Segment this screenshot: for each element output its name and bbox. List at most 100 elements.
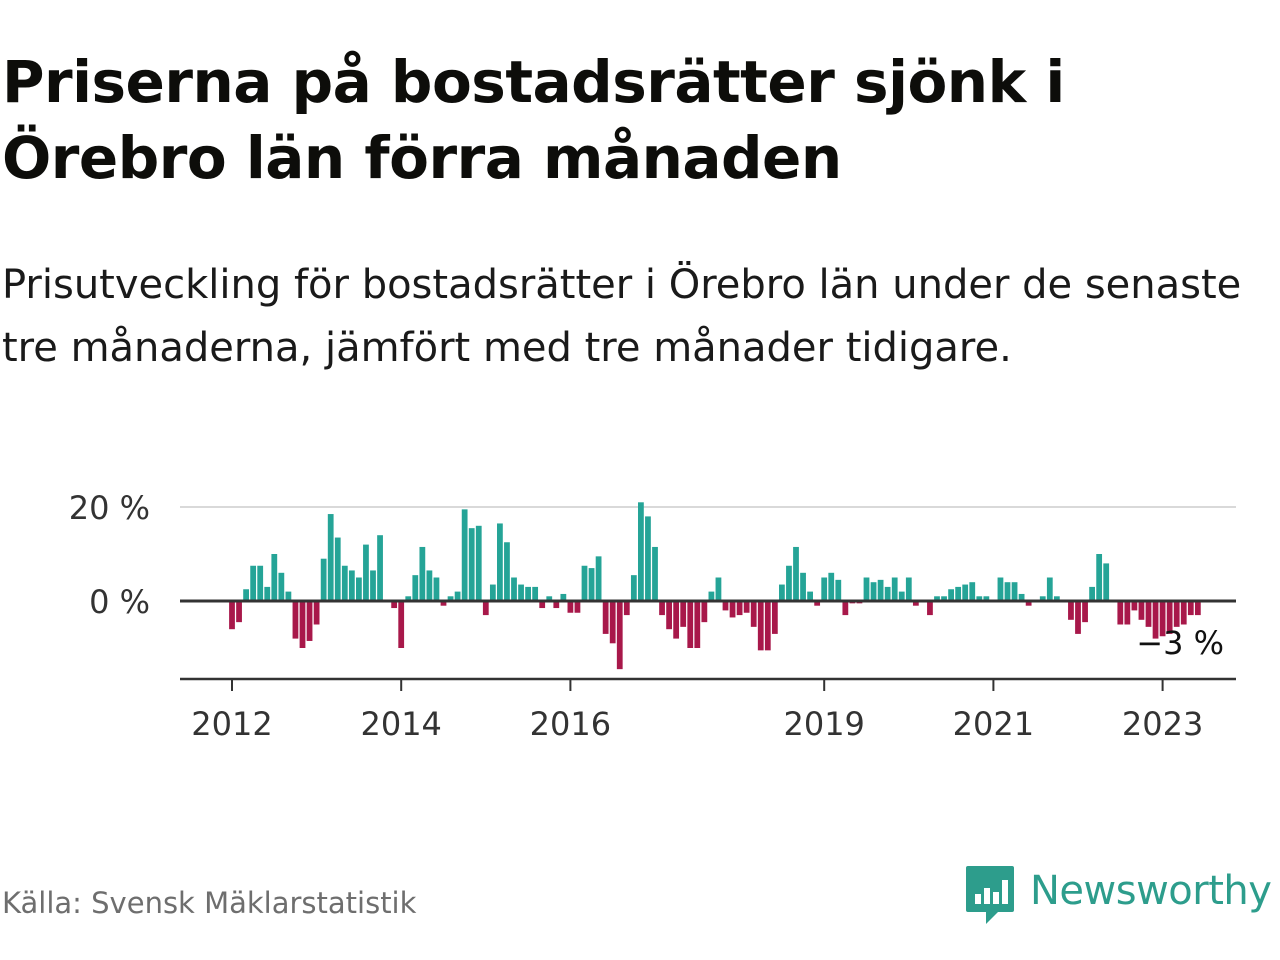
bar xyxy=(532,586,539,601)
bar xyxy=(447,596,454,601)
bar xyxy=(1117,601,1124,625)
source-note: Källa: Svensk Mäklarstatistik xyxy=(2,886,417,920)
bar xyxy=(489,584,496,601)
bar xyxy=(278,572,285,601)
y-tick-label: 20 % xyxy=(69,489,150,527)
bar xyxy=(370,570,376,601)
bar xyxy=(574,601,581,613)
bar xyxy=(412,575,419,601)
bar xyxy=(1124,601,1131,625)
bar xyxy=(271,554,278,601)
brand: Newsworthy xyxy=(964,864,1272,926)
bar xyxy=(419,546,426,601)
bar xyxy=(581,565,588,601)
x-tick-label: 2021 xyxy=(953,705,1034,743)
bar xyxy=(983,596,990,601)
bar xyxy=(680,601,687,627)
bar xyxy=(292,601,299,639)
bar xyxy=(1131,601,1138,611)
bar xyxy=(1103,563,1110,601)
bar xyxy=(363,544,369,601)
bar xyxy=(1011,582,1018,601)
bar xyxy=(609,601,616,644)
bar xyxy=(461,509,468,601)
bar xyxy=(1096,554,1103,601)
bar xyxy=(1082,601,1088,623)
bar xyxy=(553,601,560,609)
bar xyxy=(1004,582,1011,601)
bar xyxy=(884,586,891,601)
bar xyxy=(912,601,919,606)
bar xyxy=(659,601,665,616)
bar xyxy=(518,584,524,601)
bar xyxy=(941,596,947,601)
bar xyxy=(539,601,546,609)
bar xyxy=(250,565,257,601)
newsworthy-logo-icon xyxy=(966,866,1014,924)
bar xyxy=(525,586,531,601)
bar xyxy=(842,601,849,616)
bar xyxy=(398,601,405,648)
bar xyxy=(793,546,799,601)
bar xyxy=(504,542,510,601)
bar xyxy=(997,577,1004,601)
axes xyxy=(180,599,1236,691)
bar xyxy=(546,596,553,601)
bar xyxy=(1187,601,1194,616)
bar xyxy=(313,601,320,625)
x-tick-label: 2014 xyxy=(360,705,441,743)
bar xyxy=(927,601,933,616)
bar xyxy=(779,584,785,601)
bar xyxy=(750,601,757,627)
bar xyxy=(1166,601,1173,634)
latest-value-label: −3 % xyxy=(1136,624,1224,662)
bar xyxy=(356,577,362,601)
bar xyxy=(567,601,574,613)
bar xyxy=(905,577,912,601)
bar xyxy=(1018,593,1025,601)
bars xyxy=(229,502,1201,670)
bar xyxy=(475,525,482,601)
bar xyxy=(729,601,736,618)
bar xyxy=(771,601,778,634)
bar xyxy=(955,586,962,601)
bar xyxy=(482,601,489,616)
bar xyxy=(870,582,877,601)
bar xyxy=(454,591,461,601)
bar xyxy=(807,591,813,601)
bar xyxy=(638,502,644,601)
bar xyxy=(1068,601,1074,620)
bar xyxy=(334,537,341,601)
bar xyxy=(497,523,503,601)
bar xyxy=(1173,601,1180,627)
bar xyxy=(285,591,292,601)
bar xyxy=(786,565,792,601)
bar xyxy=(934,596,940,601)
bar xyxy=(1053,596,1060,601)
bar xyxy=(1075,601,1081,634)
bar xyxy=(1152,601,1159,639)
bar xyxy=(426,570,433,601)
bar xyxy=(1159,601,1166,637)
bar xyxy=(757,601,764,651)
bar xyxy=(433,577,440,601)
bar xyxy=(1025,601,1032,606)
x-tick-label: 2012 xyxy=(191,705,272,743)
bar xyxy=(969,582,976,601)
bar xyxy=(299,601,306,648)
bar xyxy=(828,572,835,601)
bar xyxy=(976,596,983,601)
bar xyxy=(236,601,242,623)
labels: 0 % 20 % 2012 2014 2016 2019 2021 2023 −3 % xyxy=(69,489,1224,743)
bar xyxy=(898,591,905,601)
bar xyxy=(722,601,729,611)
bar xyxy=(243,589,249,601)
bar xyxy=(623,601,630,616)
bar xyxy=(588,568,595,601)
bar xyxy=(962,584,969,601)
bar xyxy=(1138,601,1145,620)
bar xyxy=(708,591,715,601)
bar xyxy=(701,601,708,623)
bar xyxy=(391,601,398,609)
bar xyxy=(348,570,355,601)
